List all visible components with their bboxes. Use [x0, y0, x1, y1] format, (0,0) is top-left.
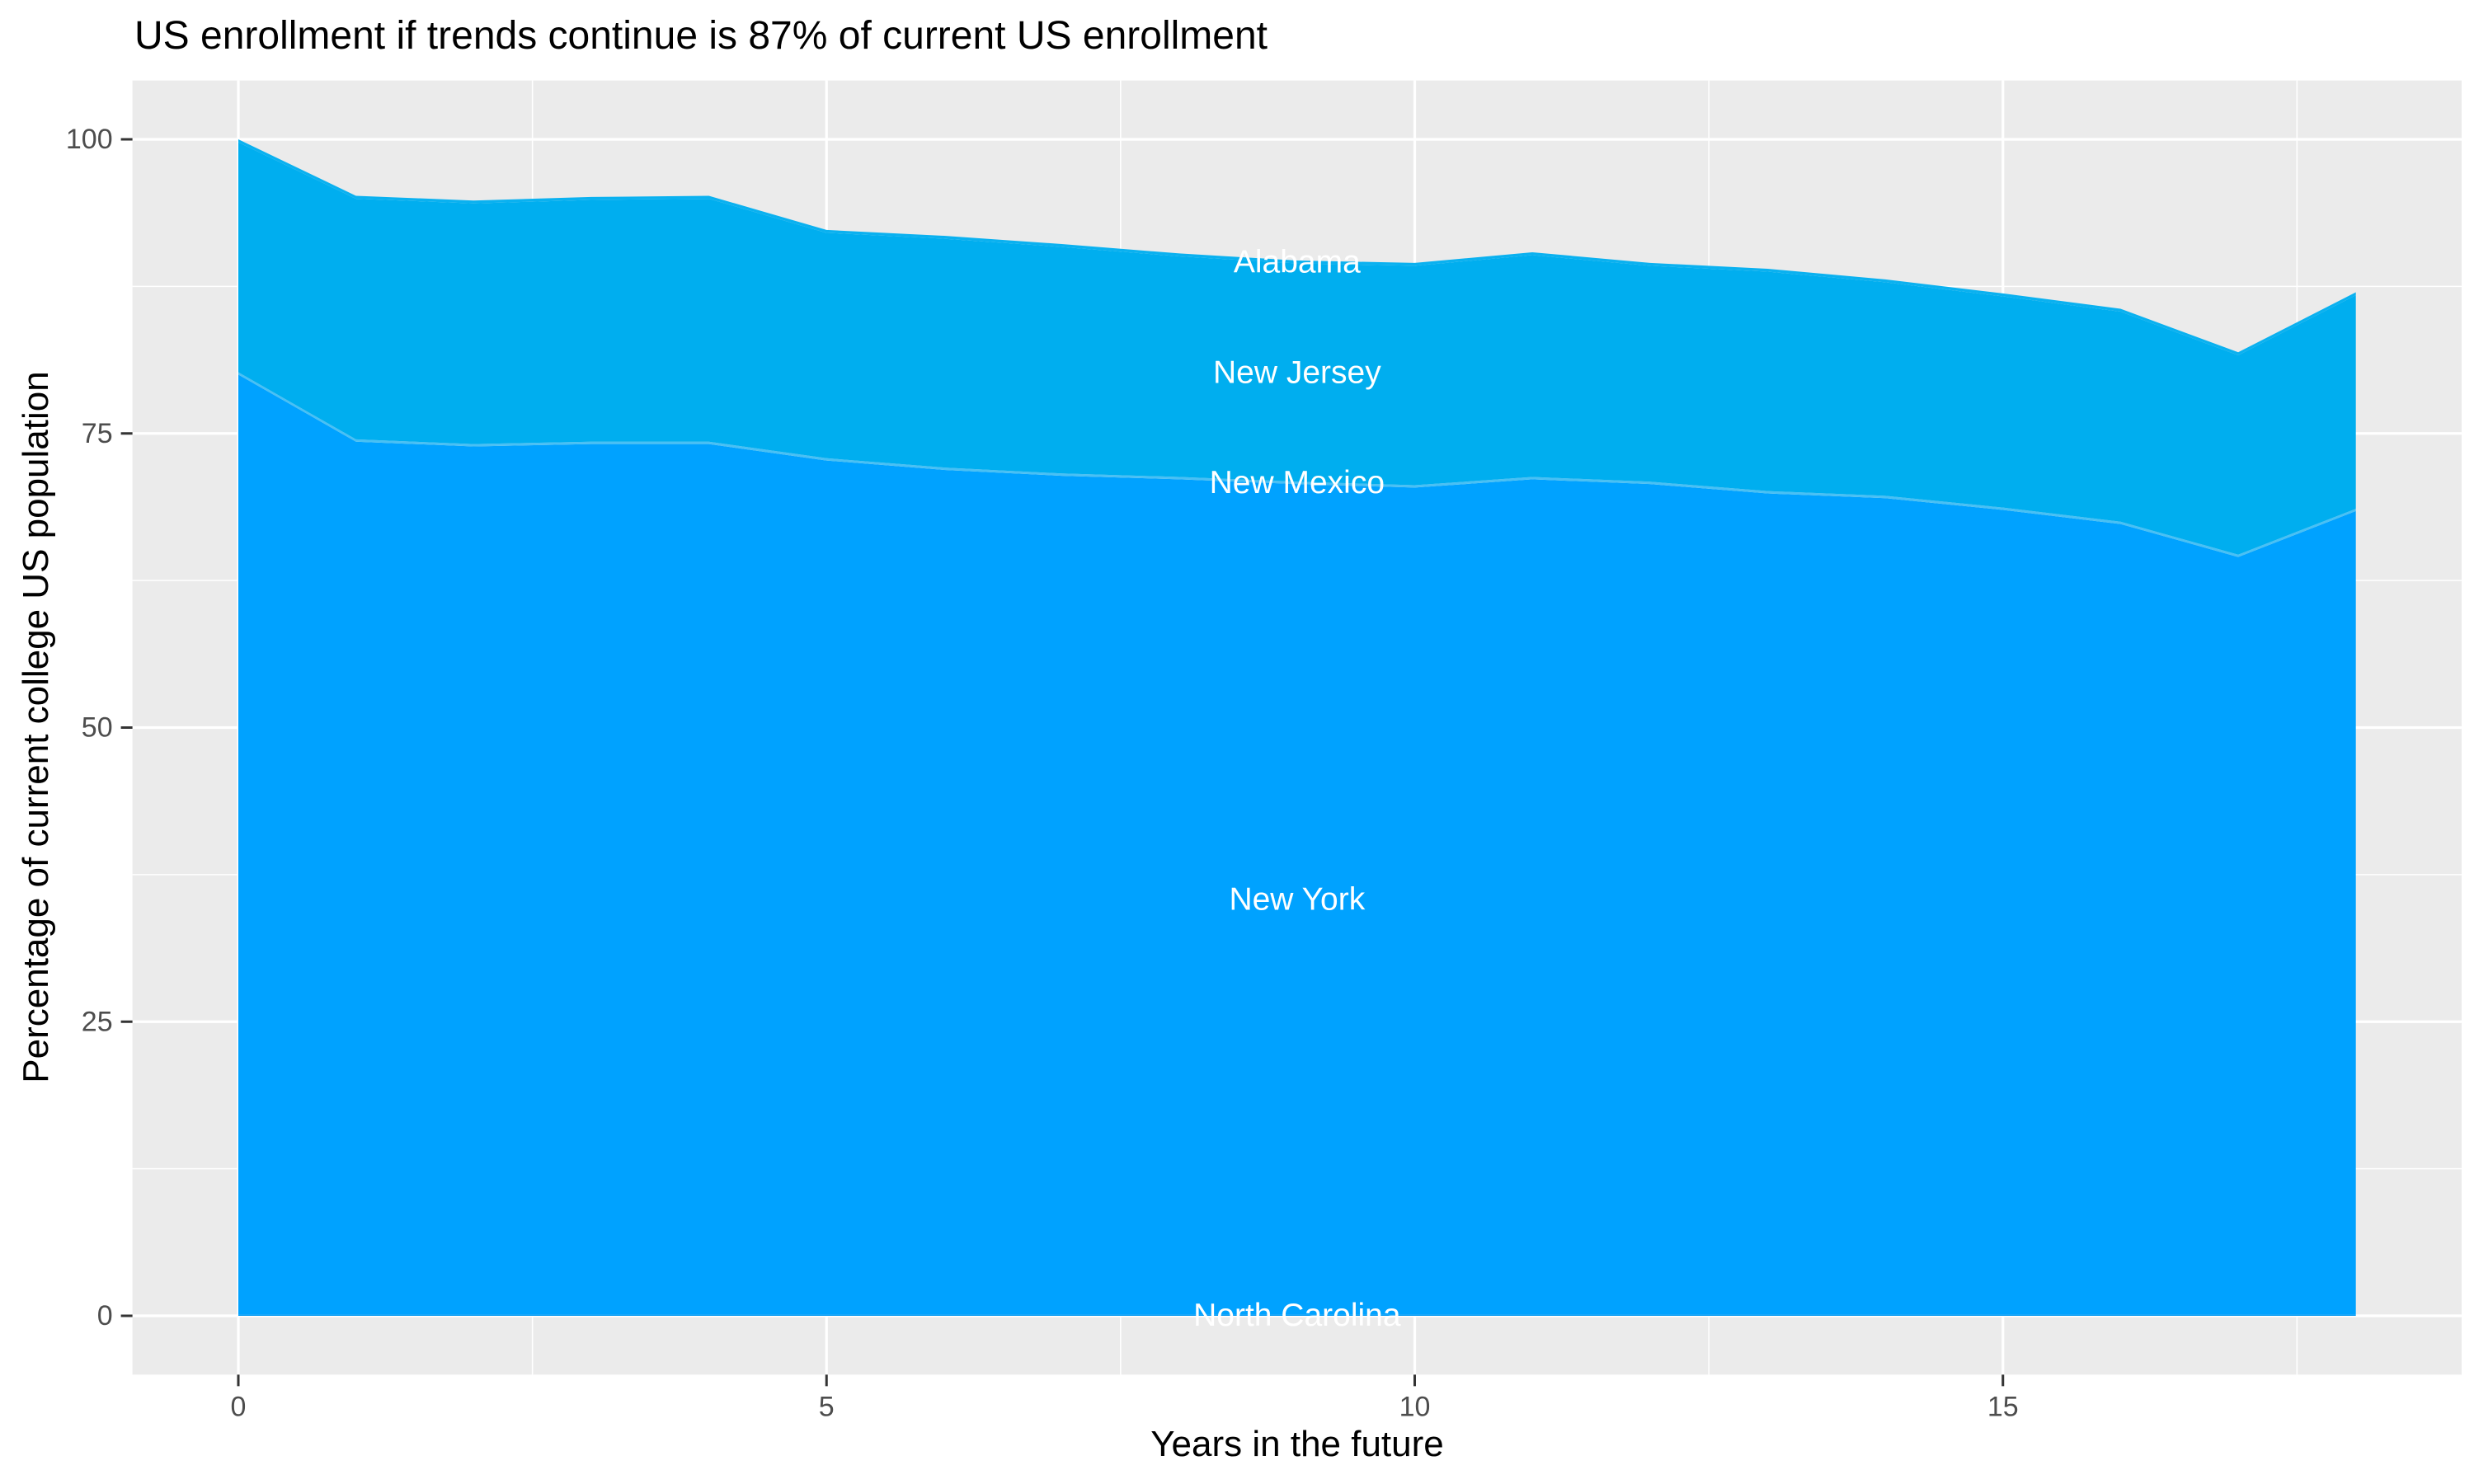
- area-label-new-mexico: New Mexico: [1210, 465, 1385, 500]
- y-tick-label-100: 100: [66, 124, 113, 155]
- area-label-alabama: Alabama: [1234, 244, 1361, 279]
- y-tick-label-75: 75: [82, 418, 113, 449]
- x-tick-label-0: 0: [231, 1391, 247, 1422]
- plot-title: US enrollment if trends continue is 87% …: [134, 14, 1268, 58]
- area-new-york: [238, 374, 2356, 1315]
- area-label-new-york: New York: [1229, 881, 1365, 917]
- x-tick-label-5: 5: [819, 1391, 835, 1422]
- y-tick-label-0: 0: [97, 1300, 113, 1331]
- y-axis-title: Percentage of current college US populat…: [16, 371, 56, 1083]
- area-north-carolina: [238, 1314, 2356, 1316]
- y-tick-label-50: 50: [82, 712, 113, 744]
- y-tick-label-25: 25: [82, 1006, 113, 1037]
- x-tick-label-10: 10: [1399, 1391, 1431, 1422]
- area-new-jersey: [238, 142, 2356, 555]
- area-label-north-carolina: North Carolina: [1193, 1298, 1401, 1333]
- x-axis-title: Years in the future: [1150, 1424, 1444, 1464]
- x-tick-label-15: 15: [1987, 1391, 2019, 1422]
- area-label-new-jersey: New Jersey: [1213, 355, 1381, 390]
